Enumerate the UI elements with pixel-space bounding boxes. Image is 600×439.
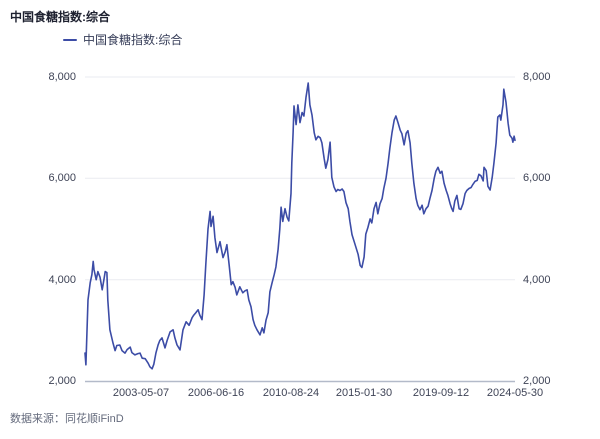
legend-label: 中国食糖指数:综合 — [83, 33, 183, 47]
y-axis-label-left-6000: 6,000 — [48, 172, 76, 184]
chart-title: 中国食糖指数:综合 — [10, 10, 110, 24]
legend-line-marker — [63, 38, 77, 41]
y-axis-label-left-8000: 8,000 — [48, 71, 76, 83]
x-axis-label-2006-06-16: 2006-06-16 — [187, 387, 245, 399]
y-axis-label-left-4000: 4,000 — [48, 274, 76, 286]
y-axis-label-right-2000: 2,000 — [523, 375, 551, 387]
x-axis-label-2015-01-30: 2015-01-30 — [335, 387, 393, 399]
series-line-sugar-index[interactable] — [84, 82, 516, 370]
x-axis-label-2010-08-24: 2010-08-24 — [262, 387, 320, 399]
y-axis-label-right-6000: 6,000 — [523, 172, 551, 184]
y-axis-label-right-4000: 4,000 — [523, 274, 551, 286]
legend-item-sugar-index[interactable]: 中国食糖指数:综合 — [63, 31, 182, 48]
data-source-note: 数据来源：同花顺iFinD — [10, 413, 124, 425]
x-axis-label-2024-05-30: 2024-05-30 — [486, 387, 544, 399]
x-axis-label-2019-09-12: 2019-09-12 — [412, 387, 470, 399]
y-axis-label-right-8000: 8,000 — [523, 71, 551, 83]
y-axis-label-left-2000: 2,000 — [48, 375, 76, 387]
x-axis-label-2003-05-07: 2003-05-07 — [112, 387, 170, 399]
